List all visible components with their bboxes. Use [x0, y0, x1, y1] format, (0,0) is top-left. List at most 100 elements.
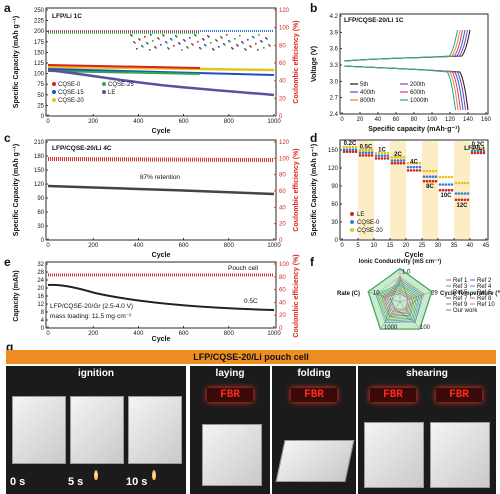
- ce-outlier-point: [205, 45, 207, 47]
- rate-point: [434, 169, 438, 173]
- y-tick-label: 225: [34, 19, 45, 25]
- radar-ref-series: [382, 291, 413, 316]
- ce-outlier-point: [221, 37, 223, 39]
- rate-point: [361, 154, 365, 157]
- ce-outlier-point: [216, 40, 218, 42]
- x-tick-label: 5: [356, 243, 360, 249]
- rate-point: [390, 155, 394, 159]
- x-tick-label: 45: [483, 243, 490, 249]
- folding-photo: folding FBR: [272, 366, 356, 494]
- panel-d-points: [342, 145, 486, 202]
- ce-outlier-point: [130, 34, 132, 36]
- y-tick-label: 80: [279, 173, 286, 179]
- panel-b-letter: b: [310, 1, 317, 15]
- ce-outlier-point: [210, 42, 212, 44]
- rate-point: [370, 154, 374, 157]
- rate-point: [434, 179, 438, 183]
- rate-point: [431, 169, 435, 173]
- y-tick-label: 80: [279, 43, 286, 49]
- ce-outlier-point: [265, 37, 267, 39]
- rate-point: [415, 169, 419, 172]
- rate-point: [479, 151, 483, 155]
- ce-outlier-point: [258, 34, 260, 36]
- ce-outlier-point: [223, 43, 225, 45]
- ce-outlier-point: [253, 37, 255, 39]
- legend-label: Ref 7: [453, 296, 468, 302]
- panel-a-ylabel: Specific Capacity (mAh g⁻¹): [13, 16, 20, 108]
- ce-outlier-point: [260, 40, 262, 42]
- rate-point: [422, 169, 426, 173]
- y-tick-label: 50: [37, 93, 44, 99]
- y-tick-label: 175: [34, 40, 45, 46]
- panel-a-letter: a: [4, 1, 11, 15]
- radar-tick-label: 100: [420, 325, 431, 331]
- rate-point: [383, 154, 387, 157]
- panel-b: b LFP/CQSE-20/Li 1C 5th 200th 400th 600th 80…: [310, 1, 492, 133]
- rate-point: [479, 146, 483, 150]
- radar-axis-label: Cycle Temperature (℃): [440, 290, 500, 297]
- panel-a-xticks: 0 200 400 600 800 1000: [46, 114, 281, 125]
- y-tick-label: 150: [34, 168, 45, 174]
- ce-outlier-point: [150, 34, 152, 36]
- radar-tick-label: 1000: [384, 325, 398, 331]
- ce-outlier-point: [266, 38, 268, 40]
- legend-label: 400th: [360, 90, 375, 96]
- rate-point: [367, 154, 371, 157]
- legend-marker: [102, 90, 106, 94]
- y-tick-label: 8: [41, 310, 45, 316]
- x-tick-label: 200: [88, 119, 99, 125]
- panel-e-y2ticks: 0 20 40 60 80 100: [274, 262, 290, 332]
- y-tick-label: 90: [331, 184, 338, 190]
- y-tick-label: 2.4: [330, 112, 339, 118]
- ce-outlier-point: [207, 35, 209, 37]
- y-tick-label: 40: [279, 300, 286, 306]
- rate-point: [422, 175, 426, 178]
- rate-point: [438, 175, 442, 179]
- rate-label: 1C: [378, 147, 386, 153]
- radar-ref-series: [380, 289, 414, 317]
- y-tick-label: 4.2: [330, 14, 339, 20]
- panel-c-letter: c: [4, 131, 11, 145]
- panel-c-yticks: 0 30 60 90 120 150 180 210: [34, 140, 48, 244]
- legend-label: CQSE-20: [58, 98, 84, 104]
- ce-outlier-point: [186, 46, 188, 48]
- x-tick-label: 35: [451, 243, 458, 249]
- radar-ref-series: [377, 285, 418, 320]
- panel-f: f Ionic Conductivity (mS cm⁻¹) Cycle Temp…: [310, 255, 500, 331]
- panel-b-title: LFP/CQSE-20/Li 1C: [344, 17, 404, 24]
- rate-point: [380, 154, 384, 157]
- legend-marker: [350, 228, 354, 232]
- time-label-0: 0 s: [10, 476, 26, 488]
- rate-point: [396, 159, 400, 162]
- rate-point: [466, 198, 470, 202]
- x-tick-label: 30: [435, 243, 442, 249]
- rate-point: [351, 148, 355, 151]
- y-tick-label: 20: [37, 286, 44, 292]
- y-tick-label: 3.6: [330, 47, 339, 53]
- rate-point: [476, 146, 480, 150]
- y-tick-label: 60: [331, 202, 338, 208]
- ce-outlier-point: [163, 35, 165, 37]
- panel-e-xlabel: Cycle: [152, 336, 171, 343]
- radar-ref-series: [387, 277, 425, 311]
- rate-point: [348, 150, 352, 154]
- rate-point: [409, 169, 413, 172]
- rate-label: 4C: [410, 159, 418, 165]
- legend-label: CQSE-20: [357, 228, 383, 234]
- x-tick-label: 600: [179, 331, 190, 337]
- x-tick-label: 80: [411, 117, 418, 123]
- panel-b-legend: 5th 200th 400th 600th 800th 1000th: [350, 82, 428, 104]
- pouch-cell-10s: [128, 396, 182, 464]
- panel-c-ce-series: [47, 157, 275, 162]
- legend-label: LE: [108, 90, 115, 96]
- ce-outlier-point: [157, 37, 159, 39]
- rate-point: [463, 192, 467, 195]
- y-tick-label: 125: [34, 61, 45, 67]
- y-tick-label: 90: [37, 196, 44, 202]
- panel-a-xlabel: Cycle: [152, 128, 171, 135]
- radar-grid: [391, 293, 409, 310]
- rate-point: [406, 169, 410, 172]
- pouch-cell-5s: [70, 396, 124, 464]
- y-tick-label: 24: [37, 278, 44, 284]
- rate-point: [406, 165, 410, 169]
